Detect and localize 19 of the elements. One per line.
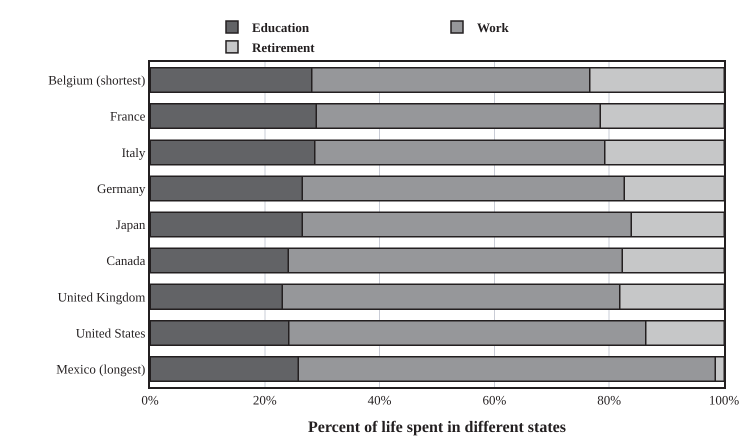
x-tick-label: 40% xyxy=(368,392,392,408)
x-axis-title: Percent of life spent in different states xyxy=(308,418,566,436)
legend-label: Work xyxy=(477,20,510,36)
x-tick-label: 60% xyxy=(482,392,506,408)
y-tick-label: Germany xyxy=(97,180,146,196)
y-tick-label: Canada xyxy=(106,253,146,268)
x-tick-label: 80% xyxy=(597,392,622,408)
legend-label: Retirement xyxy=(252,40,316,55)
y-tick-label: Japan xyxy=(116,217,146,232)
y-tick-label: United Kingdom xyxy=(58,289,146,304)
legend-label: Education xyxy=(252,20,310,36)
y-tick-label: United States xyxy=(76,325,146,340)
y-tick-label: France xyxy=(110,108,146,124)
x-tick-label: 20% xyxy=(252,392,277,408)
y-tick-label: Belgium (shortest) xyxy=(48,72,146,88)
y-tick-label: Mexico (longest) xyxy=(56,361,146,376)
x-tick-label: 100% xyxy=(708,392,740,408)
x-tick-label: 0% xyxy=(141,392,159,408)
y-tick-label: Italy xyxy=(122,144,146,160)
